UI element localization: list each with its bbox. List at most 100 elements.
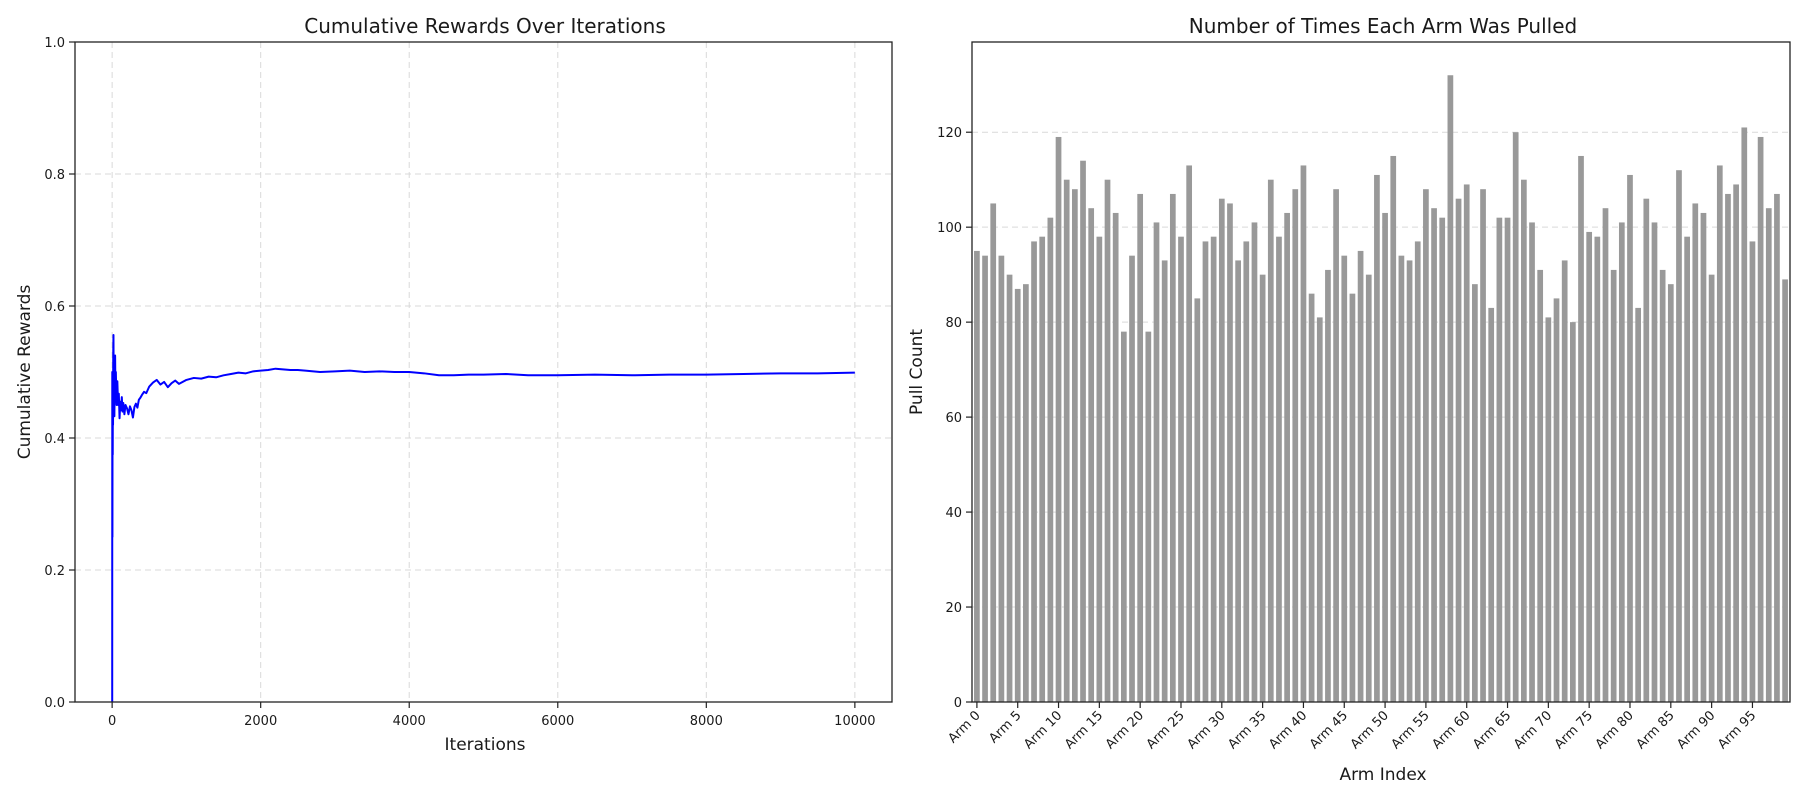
x-tick-label: Arm 75 — [1552, 708, 1596, 752]
bar-arm-28 — [1202, 241, 1209, 703]
bar-arm-61 — [1472, 284, 1478, 702]
bar-arm-57 — [1439, 217, 1446, 702]
bar-arm-26 — [1186, 165, 1193, 702]
bar-arm-24 — [1169, 193, 1176, 702]
bar-arm-75 — [1586, 231, 1593, 702]
bar-arm-81 — [1635, 307, 1642, 702]
bar-arm-42 — [1316, 317, 1323, 702]
y-tick-label: 0.8 — [44, 168, 65, 183]
bar-arm-31 — [1227, 203, 1233, 702]
bar-arm-93 — [1733, 184, 1739, 702]
bar-chart-title: Number of Times Each Arm Was Pulled — [1189, 14, 1577, 38]
bar-arm-5 — [1014, 288, 1021, 702]
bar-arm-50 — [1382, 212, 1388, 702]
x-tick-label: Arm 20 — [1103, 708, 1147, 752]
bar-arm-66 — [1512, 132, 1519, 703]
x-tick-label: Arm 15 — [1062, 708, 1106, 752]
y-tick-label: 60 — [945, 411, 962, 426]
bar-arm-68 — [1529, 222, 1535, 702]
y-tick-label: 20 — [945, 601, 962, 616]
bar-arm-95 — [1749, 241, 1756, 703]
bar-arm-9 — [1047, 217, 1054, 702]
bar-arm-91 — [1716, 165, 1723, 702]
bar-arm-14 — [1088, 208, 1095, 702]
bar-arm-20 — [1137, 193, 1144, 702]
bar-arm-1 — [982, 255, 988, 703]
x-tick-label: 2000 — [244, 714, 277, 729]
bar-arm-80 — [1627, 174, 1633, 702]
bar-arm-3 — [998, 255, 1005, 703]
bar-arm-29 — [1210, 236, 1217, 702]
bar-arm-16 — [1104, 179, 1111, 702]
y-tick-label: 80 — [945, 316, 962, 331]
bar-arm-49 — [1374, 174, 1380, 702]
x-tick-label: Arm 30 — [1185, 708, 1229, 752]
y-tick-label: 40 — [945, 506, 962, 521]
x-tick-label: Arm 50 — [1348, 708, 1392, 752]
bar-arm-53 — [1406, 260, 1413, 702]
bar-arm-37 — [1276, 236, 1282, 702]
bar-arm-85 — [1667, 284, 1674, 702]
x-tick-label: Arm 70 — [1511, 708, 1555, 752]
bar-arm-82 — [1643, 198, 1650, 702]
bar-arm-67 — [1521, 179, 1527, 702]
x-tick-label: Arm 60 — [1429, 708, 1473, 752]
x-tick-label: Arm 35 — [1225, 708, 1269, 752]
bar-arm-70 — [1545, 317, 1552, 702]
bar-arm-89 — [1700, 212, 1707, 702]
x-tick-label: Arm 5 — [986, 708, 1024, 746]
bar-arm-45 — [1341, 255, 1348, 703]
bar-arm-90 — [1708, 274, 1715, 702]
bar-arm-39 — [1292, 189, 1299, 702]
bar-arm-88 — [1692, 203, 1699, 702]
bar-chart-xlabel: Arm Index — [1339, 765, 1426, 785]
bar-arm-8 — [1039, 236, 1046, 702]
line-chart-xlabel: Iterations — [445, 735, 526, 755]
bar-arm-2 — [990, 203, 997, 702]
y-tick-label: 120 — [937, 126, 962, 141]
bar-arm-59 — [1455, 198, 1462, 702]
bar-arm-30 — [1218, 198, 1225, 702]
cumulative-reward-line — [111, 334, 855, 703]
bar-arm-44 — [1333, 189, 1339, 702]
x-tick-label: Arm 45 — [1307, 708, 1351, 752]
bar-arm-84 — [1659, 269, 1666, 702]
bar-arm-87 — [1684, 236, 1690, 702]
bar-arm-99 — [1782, 279, 1788, 702]
bar-arm-74 — [1578, 155, 1584, 702]
x-tick-label: Arm 95 — [1715, 708, 1759, 752]
bar-arm-96 — [1757, 136, 1764, 702]
bar-chart-grid — [972, 131, 1790, 608]
bar-arm-40 — [1300, 165, 1307, 702]
x-tick-label: 10000 — [834, 714, 875, 729]
bar-arm-32 — [1235, 260, 1241, 702]
x-tick-label: Arm 90 — [1674, 708, 1718, 752]
bar-arm-12 — [1072, 189, 1078, 702]
bar-arm-55 — [1423, 189, 1429, 702]
bar-arm-6 — [1023, 284, 1029, 702]
bar-arm-46 — [1349, 293, 1356, 702]
line-chart-title: Cumulative Rewards Over Iterations — [304, 14, 665, 38]
bar-arm-83 — [1651, 222, 1658, 702]
bar-arm-97 — [1765, 208, 1772, 702]
bar-arm-17 — [1112, 212, 1119, 702]
bar-chart: Number of Times Each Arm Was Pulled 0 20 4… — [907, 14, 1791, 785]
x-tick-label: 8000 — [690, 714, 723, 729]
x-tick-label: Arm 10 — [1021, 708, 1065, 752]
bar-arm-71 — [1553, 298, 1560, 702]
bar-arm-64 — [1496, 217, 1503, 702]
x-tick-label: 6000 — [541, 714, 574, 729]
x-tick-label: Arm 25 — [1144, 708, 1188, 752]
bar-arm-86 — [1676, 170, 1682, 702]
bar-arm-73 — [1569, 322, 1576, 702]
bar-arm-19 — [1129, 255, 1135, 703]
bar-arm-0 — [974, 250, 980, 703]
bar-arm-92 — [1725, 193, 1731, 702]
bar-chart-ylabel: Pull Count — [907, 329, 927, 415]
bar-arm-58 — [1447, 75, 1454, 703]
x-tick-label: 4000 — [393, 714, 426, 729]
bar-arm-38 — [1284, 212, 1290, 702]
bar-arm-94 — [1741, 127, 1748, 703]
bar-arm-41 — [1308, 293, 1315, 702]
bar-arm-27 — [1194, 298, 1201, 702]
